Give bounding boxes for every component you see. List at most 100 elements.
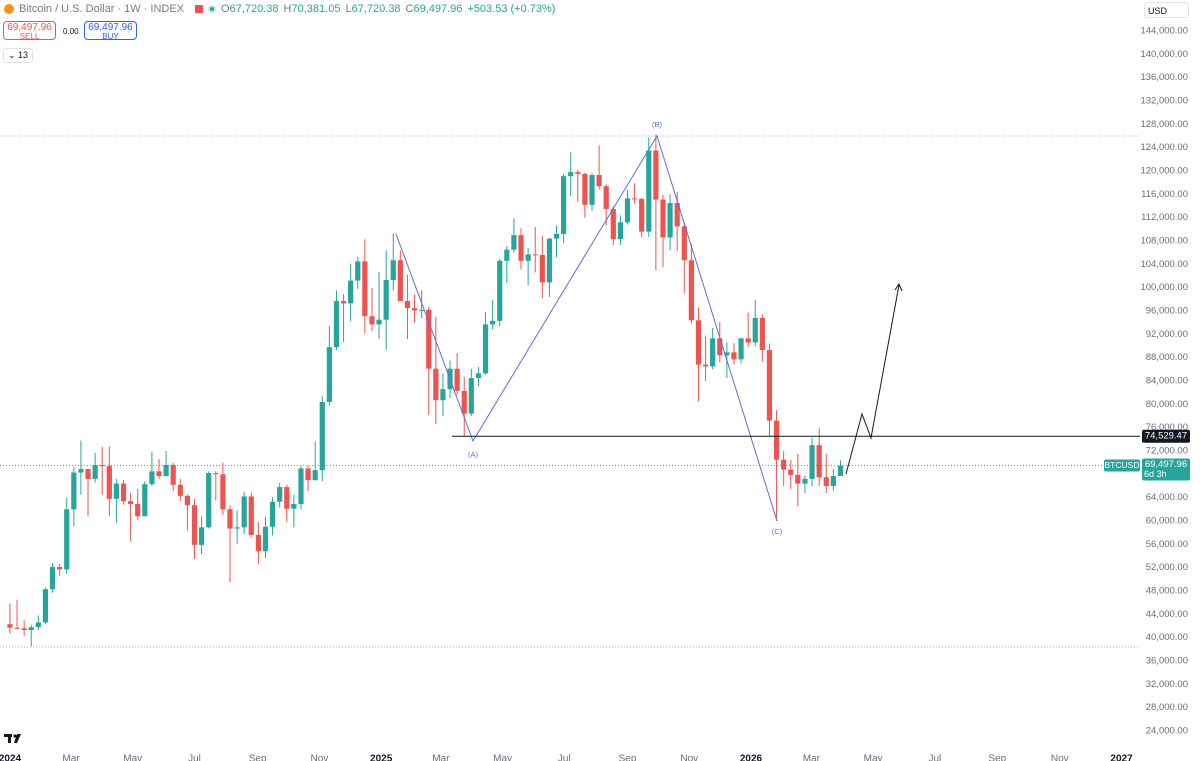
candle-body — [482, 324, 489, 374]
candle-body — [340, 301, 347, 304]
candle-body — [170, 464, 176, 485]
candle-body — [781, 459, 787, 470]
flag-icon[interactable] — [195, 5, 204, 13]
y-tick-label: 64,000.00 — [1146, 492, 1188, 503]
candle-body — [525, 254, 531, 261]
y-tick-label: 112,000.00 — [1141, 212, 1188, 223]
candle-body — [667, 203, 673, 238]
candle-body — [603, 186, 609, 209]
y-tick-label: 40,000.00 — [1146, 632, 1188, 643]
candle-body — [28, 627, 34, 631]
y-tick-label: 48,000.00 — [1146, 585, 1188, 596]
candle-body — [490, 320, 496, 325]
candle-body — [14, 627, 20, 629]
buy-label: BUY — [102, 32, 119, 41]
y-tick-label: 136,000.00 — [1140, 72, 1188, 83]
candle-body — [802, 478, 808, 484]
ohlc: L67,720.38 — [345, 3, 400, 15]
candle-body — [582, 173, 588, 205]
candle-body — [823, 477, 829, 486]
candle-body — [646, 150, 652, 232]
candle-body — [724, 352, 730, 356]
spread: 0.00 — [63, 27, 79, 36]
y-tick-label: 76,000.00 — [1146, 422, 1188, 433]
symbol[interactable]: Bitcoin / U.S. Dollar · 1W · INDEX — [19, 3, 185, 15]
candle-body — [7, 624, 13, 628]
x-tick-label: Sep — [988, 754, 1006, 761]
candle-body — [589, 175, 595, 205]
candle-body — [475, 373, 482, 379]
candle-body — [149, 471, 155, 485]
candle-body — [291, 504, 297, 509]
candle-body — [830, 476, 836, 486]
x-tick-label: May — [864, 754, 883, 761]
x-tick-label: Mar — [803, 754, 821, 761]
symbol-tag: BTCUSD — [1105, 460, 1140, 470]
change: +503.53 (+0.73%) — [467, 3, 556, 15]
y-tick-label: 88,000.00 — [1146, 352, 1188, 363]
candle-body — [674, 203, 680, 227]
candle-body — [333, 301, 340, 348]
y-tick-label: 144,000.00 — [1140, 25, 1188, 36]
candle-body — [390, 260, 396, 281]
ohlc: O67,720.38 — [221, 3, 279, 15]
candle-body — [404, 301, 411, 309]
currency-select[interactable]: USD — [1144, 2, 1189, 18]
buy-price: 69,497.96 — [88, 22, 133, 33]
y-tick-label: 56,000.00 — [1146, 539, 1188, 550]
candle-body — [269, 501, 276, 527]
y-tick-label: 104,000.00 — [1140, 259, 1188, 270]
candle-body — [220, 474, 226, 510]
c-label: C — [405, 3, 414, 15]
candle-body — [426, 309, 432, 369]
candle-body — [561, 176, 567, 234]
candle-body — [731, 352, 737, 360]
candle-body — [688, 260, 694, 321]
candle-body — [695, 320, 702, 365]
y-tick-label: 28,000.00 — [1146, 702, 1188, 713]
projection-drawing[interactable] — [845, 284, 900, 475]
sell-button[interactable]: 69,497.96 SELL — [3, 21, 56, 41]
candle-body — [837, 465, 844, 476]
candle-body — [759, 317, 765, 351]
y-tick-label: 124,000.00 — [1140, 142, 1188, 153]
candle-body — [277, 487, 283, 502]
indicators-toggle[interactable]: ⌄ 13 — [3, 48, 34, 63]
candle-body — [369, 316, 375, 325]
ohlc: C69,497.96 — [406, 3, 463, 15]
x-tick-label: Jul — [928, 754, 941, 761]
candle-body — [128, 501, 134, 505]
last-price-label: 69,497.96 — [1145, 459, 1187, 470]
candle-body — [773, 420, 780, 460]
buy-button[interactable]: 69,497.96 BUY — [84, 21, 137, 41]
abc-drawing[interactable] — [395, 134, 778, 522]
candle-body — [497, 260, 503, 321]
candle-body — [816, 445, 822, 478]
candle-body — [227, 509, 233, 529]
x-tick-label: Nov — [1051, 754, 1069, 761]
candle-body — [809, 445, 815, 479]
candle-body — [653, 150, 659, 200]
candle-body — [319, 401, 325, 471]
candle-body — [42, 589, 49, 623]
y-tick-label: 116,000.00 — [1141, 189, 1188, 200]
x-tick-label: May — [493, 754, 512, 761]
x-tick-label: Mar — [432, 754, 450, 761]
arrow-head — [894, 282, 903, 292]
candle-body — [198, 527, 205, 545]
status-dot — [208, 5, 217, 13]
candle-body — [355, 261, 361, 281]
candle-body — [184, 495, 190, 506]
y-tick-label: 44,000.00 — [1146, 609, 1188, 620]
candle-body — [440, 389, 446, 401]
candle-body — [49, 567, 56, 590]
sell-price: 69,497.96 — [7, 22, 52, 33]
btc-icon — [4, 4, 14, 14]
candle-body — [717, 338, 723, 356]
candle-body — [752, 317, 758, 343]
candle-body — [305, 468, 311, 481]
candle-body — [639, 198, 645, 232]
candle-body — [631, 198, 638, 200]
candle-body — [78, 469, 84, 473]
